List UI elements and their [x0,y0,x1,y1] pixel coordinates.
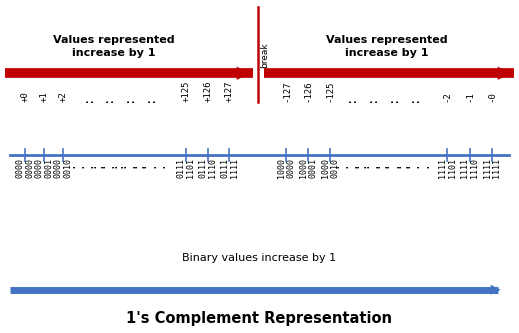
Text: 1111
1101: 1111 1101 [438,158,457,178]
Text: 1000
0010: 1000 0010 [321,158,339,178]
Text: :: : [344,94,358,102]
Text: :: : [80,94,94,102]
Text: 1's Complement Representation: 1's Complement Representation [127,311,392,326]
Text: 1111
1111: 1111 1111 [483,158,501,178]
Text: ·
·
·
·: · · · · [353,162,390,168]
Text: 1111
1110: 1111 1110 [460,158,479,178]
Text: -127: -127 [282,80,291,102]
Text: 0000
0001: 0000 0001 [35,158,53,178]
Text: +127: +127 [225,80,234,102]
Text: Values represented
increase by 1: Values represented increase by 1 [326,35,447,58]
Text: 0111
1111: 0111 1111 [220,158,239,178]
Text: 1000
0001: 1000 0001 [299,158,318,178]
Text: ·
·
·
·: · · · · [69,162,106,168]
Text: +2: +2 [59,91,68,102]
Text: :: : [122,94,135,102]
Text: ·
·
·
·: · · · · [131,162,168,168]
Text: Binary values increase by 1: Binary values increase by 1 [183,253,336,263]
Text: +1: +1 [39,91,49,102]
Text: :: : [386,94,399,102]
Text: :: : [365,94,378,102]
Text: -2: -2 [443,91,452,102]
Text: Values represented
increase by 1: Values represented increase by 1 [53,35,175,58]
Text: 1000
0000: 1000 0000 [277,158,296,178]
Text: ·
·
·
·: · · · · [110,162,147,168]
Text: -0: -0 [487,91,497,102]
Text: -1: -1 [465,91,474,102]
Text: break: break [261,42,269,68]
Text: ·
·
·
·: · · · · [394,162,432,168]
Text: 0000
0000: 0000 0000 [16,158,34,178]
Text: :: : [101,94,115,102]
Text: -126: -126 [304,80,313,102]
Text: :: : [406,94,420,102]
Text: 0111
1110: 0111 1110 [198,158,217,178]
Text: -125: -125 [325,80,335,102]
Text: +0: +0 [20,91,30,102]
Text: ·
·
·
·: · · · · [89,162,127,168]
Text: +126: +126 [203,80,212,102]
Text: 0000
0010: 0000 0010 [54,158,73,178]
Text: 0111
1101: 0111 1101 [176,158,195,178]
Text: +125: +125 [181,80,190,102]
Text: ·
·
·
·: · · · · [332,162,370,168]
Text: :: : [143,94,156,102]
Text: ·
·
·
·: · · · · [374,162,411,168]
